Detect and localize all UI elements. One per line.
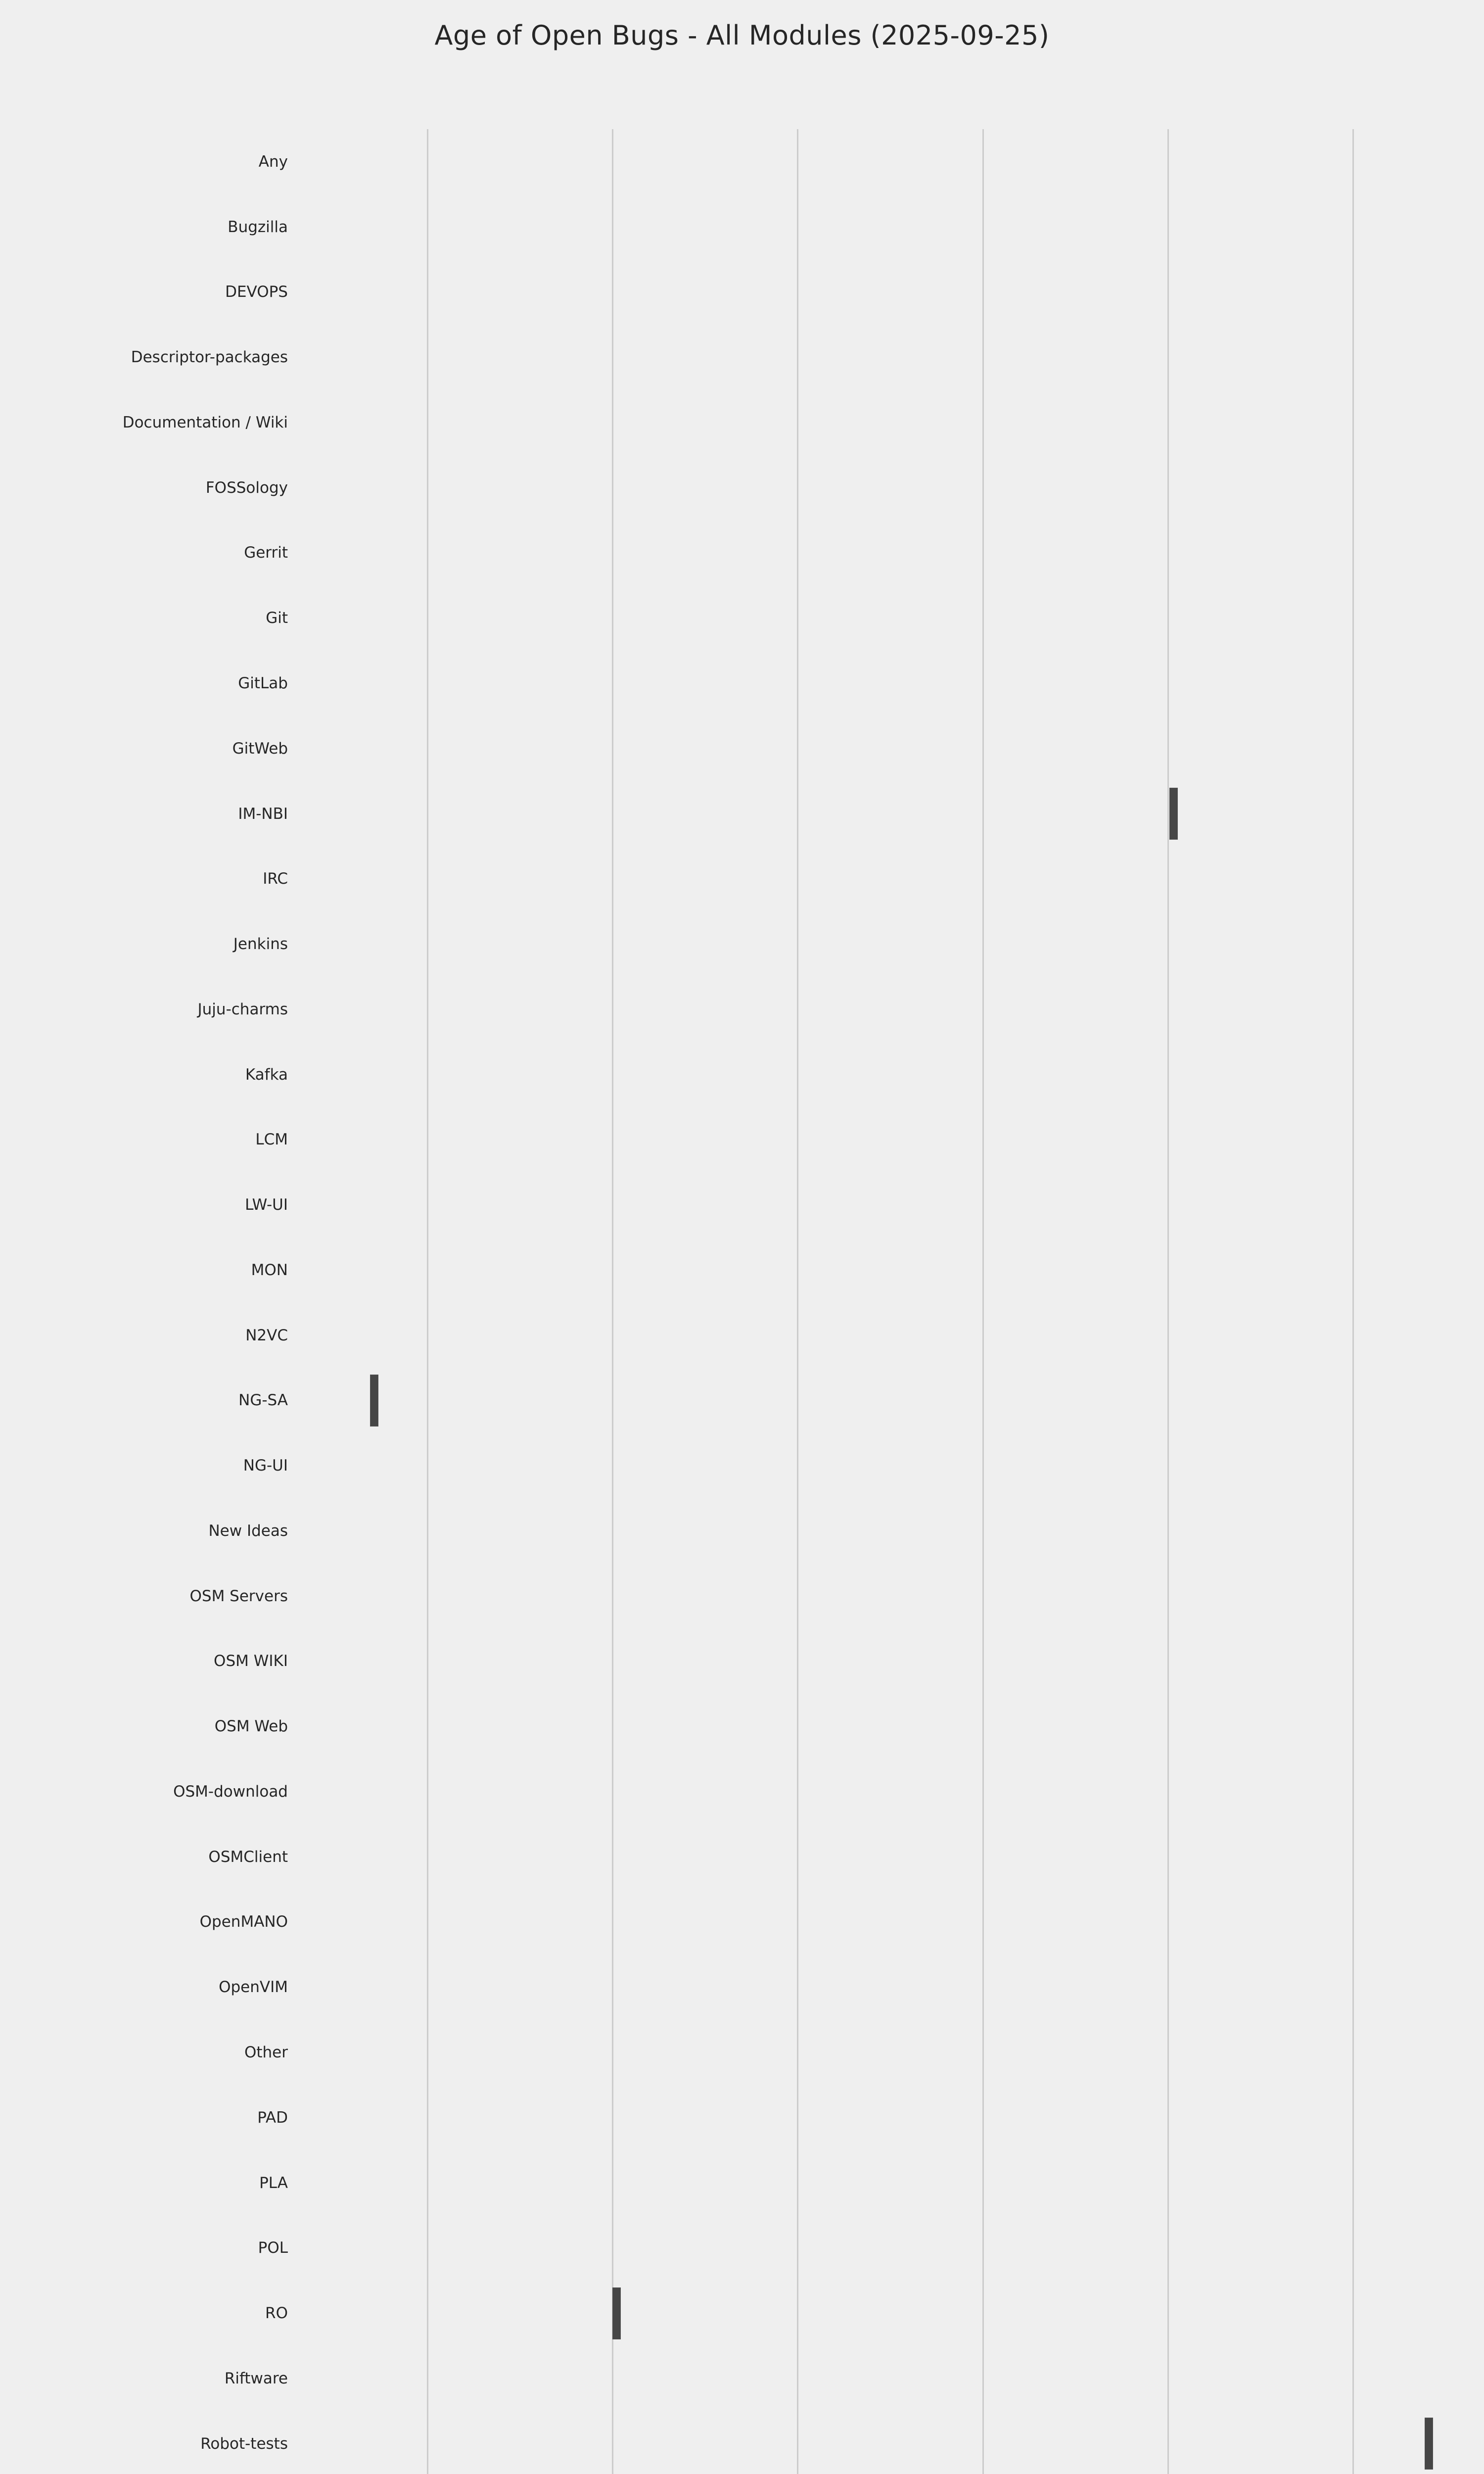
y-tick-label: Jenkins	[233, 935, 288, 953]
y-tick-label: New Ideas	[208, 1522, 288, 1540]
y-tick-label: Other	[244, 2043, 288, 2061]
bar-mark	[1169, 788, 1178, 840]
y-axis-tick-labels: Any Bugzilla DEVOPS Descriptor-packages Docu…	[0, 129, 297, 2474]
bar-mark	[612, 2287, 621, 2339]
plot-area	[317, 129, 1464, 2474]
y-tick-label: Robot-tests	[200, 2434, 288, 2453]
y-tick-label: N2VC	[245, 1326, 288, 1344]
gridline-x-600	[1352, 129, 1354, 2474]
y-tick-label: Gerrit	[244, 544, 288, 562]
y-tick-label: IRC	[263, 870, 288, 888]
y-tick-label: OpenVIM	[219, 1978, 288, 1997]
y-tick-label: NG-SA	[238, 1391, 288, 1410]
y-tick-label: OSM Servers	[189, 1587, 288, 1605]
y-tick-label: Any	[258, 152, 288, 171]
y-tick-label: Riftware	[224, 2369, 288, 2387]
y-tick-label: OSM WIKI	[214, 1652, 288, 1670]
y-tick-label: POL	[258, 2239, 288, 2257]
y-tick-label: GitWeb	[232, 739, 288, 758]
y-tick-label: LW-UI	[245, 1196, 288, 1214]
bar-mark	[370, 1374, 378, 1427]
y-tick-label: IM-NBI	[238, 805, 288, 823]
gridline-x-100	[427, 129, 429, 2474]
y-tick-label: MON	[251, 1261, 288, 1279]
gridline-x-300	[797, 129, 799, 2474]
y-tick-label: Juju-charms	[197, 1000, 288, 1018]
y-tick-label: Descriptor-packages	[131, 348, 288, 367]
y-tick-label: LCM	[255, 1131, 288, 1149]
y-tick-label: DEVOPS	[225, 283, 288, 301]
gridline-x-200	[612, 129, 614, 2474]
y-tick-label: Documentation / Wiki	[122, 413, 288, 431]
y-tick-label: OSMClient	[208, 1848, 288, 1866]
y-tick-label: FOSSology	[205, 478, 288, 497]
y-tick-label: NG-UI	[243, 1457, 288, 1475]
y-tick-label: RO	[265, 2304, 288, 2323]
y-tick-label: GitLab	[238, 674, 288, 692]
y-tick-label: PAD	[257, 2108, 288, 2127]
y-tick-label: PLA	[259, 2174, 288, 2192]
gridline-x-500	[1167, 129, 1169, 2474]
y-tick-label: OSM-download	[173, 1782, 288, 1801]
y-tick-label: Git	[266, 609, 288, 627]
y-tick-label: Bugzilla	[228, 218, 288, 236]
gridline-x-400	[982, 129, 984, 2474]
y-tick-label: Kafka	[245, 1065, 288, 1084]
y-tick-label: OSM Web	[214, 1717, 288, 1736]
bar-mark	[1425, 2418, 1434, 2470]
y-tick-label: OpenMANO	[199, 1913, 288, 1931]
chart-title: Age of Open Bugs - All Modules (2025-09-…	[434, 20, 1050, 51]
